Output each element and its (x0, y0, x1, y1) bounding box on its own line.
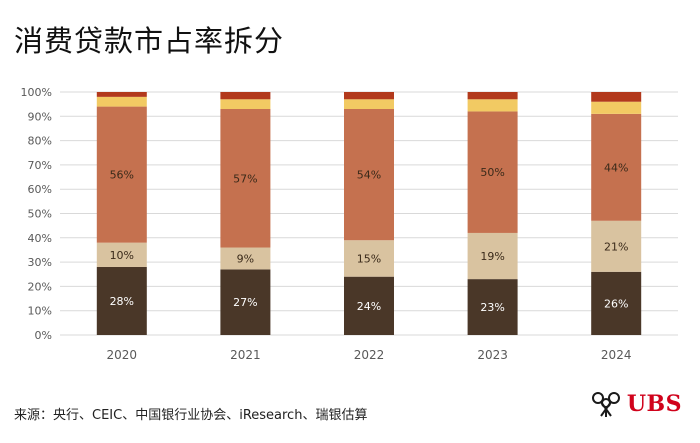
data-label: 19% (480, 250, 504, 263)
bar-segment (467, 99, 518, 112)
bar-segment (591, 101, 642, 114)
bar-segment (96, 106, 147, 243)
y-tick-label: 30% (28, 256, 52, 269)
data-label: 57% (233, 172, 257, 185)
bar-segment (344, 240, 394, 277)
y-tick-label: 60% (28, 183, 52, 196)
data-label: 28% (110, 295, 134, 308)
bar-segment (220, 99, 271, 110)
bar-segment (467, 111, 518, 233)
y-tick-label: 100% (21, 86, 52, 99)
y-tick-label: 50% (28, 208, 52, 221)
x-tick-label: 2023 (477, 348, 508, 362)
bar-segment (467, 279, 518, 335)
bar-segment (344, 109, 394, 241)
bar-segment (96, 242, 147, 267)
data-label: 56% (110, 169, 134, 182)
y-tick-label: 20% (28, 280, 52, 293)
x-tick-label: 2020 (107, 348, 138, 362)
source-note: 来源：央行、CEIC、中国银行业协会、iResearch、瑞银估算 (14, 408, 368, 423)
data-label: 54% (357, 169, 381, 182)
bar-segment (344, 276, 394, 335)
data-label: 10% (110, 249, 134, 262)
data-label: 15% (357, 252, 381, 265)
bar-segment (220, 109, 271, 248)
y-tick-label: 90% (28, 110, 52, 123)
data-label: 23% (480, 301, 504, 314)
data-label: 26% (604, 297, 628, 310)
x-tick-label: 2022 (354, 348, 385, 362)
bar-segment (591, 92, 642, 102)
bar-segment (96, 96, 147, 107)
stacked-bar-chart: 0% 10% 20% 30% 40% 50% 60% 70% 80% 90% 100% 28% 10% 5… (21, 86, 678, 362)
bar-segment (220, 269, 271, 335)
bar-segment (96, 92, 147, 97)
bar-segment (344, 92, 394, 100)
bar-segment (467, 232, 518, 280)
bar-segment (220, 92, 271, 100)
bar-segment (344, 99, 394, 110)
bar-segment (591, 271, 642, 335)
x-tick-label: 2021 (230, 348, 261, 362)
bar-segment (96, 266, 147, 335)
bar-segment (220, 247, 271, 270)
x-tick-label: 2024 (601, 348, 632, 362)
data-label: 27% (233, 296, 257, 309)
bar-segment (467, 92, 518, 100)
bar-segment (591, 113, 642, 221)
y-tick-label: 80% (28, 135, 52, 148)
chart-title: 消费贷款市占率拆分 (14, 24, 285, 58)
data-label: 24% (357, 300, 381, 313)
ubs-logo: UBS (589, 389, 682, 419)
y-tick-label: 40% (28, 232, 52, 245)
y-tick-label: 70% (28, 159, 52, 172)
keys-icon (591, 392, 620, 417)
logo-text: UBS (626, 391, 682, 417)
y-tick-label: 0% (35, 329, 52, 342)
data-label: 50% (480, 166, 504, 179)
y-tick-label: 10% (28, 305, 52, 318)
data-label: 44% (604, 161, 628, 174)
data-label: 9% (237, 252, 254, 265)
bar-segment (591, 220, 642, 272)
data-label: 21% (604, 240, 628, 253)
